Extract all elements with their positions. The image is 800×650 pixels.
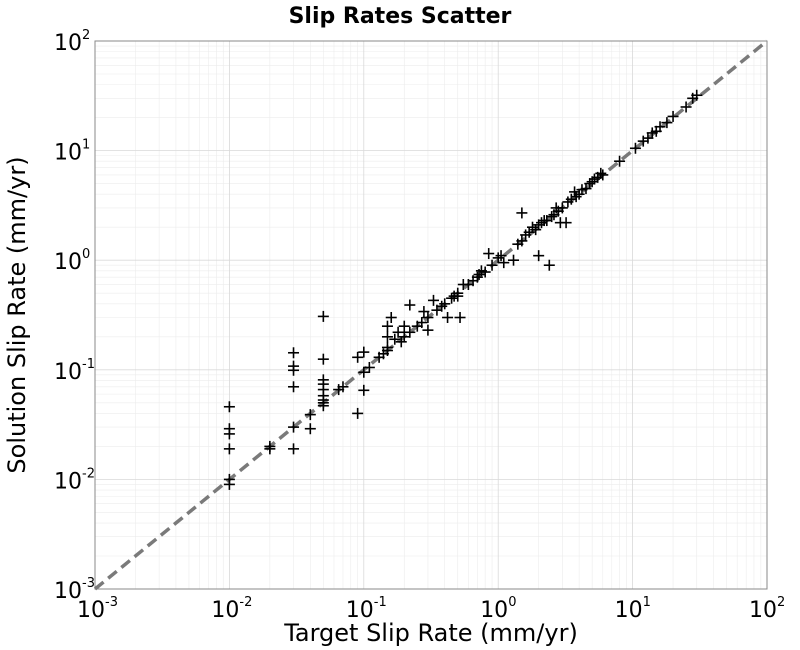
data-point bbox=[398, 331, 410, 343]
data-point bbox=[358, 384, 370, 396]
data-point bbox=[363, 361, 375, 373]
data-point bbox=[597, 169, 609, 181]
data-point bbox=[483, 248, 495, 260]
data-point bbox=[392, 326, 404, 338]
chart-title: Slip Rates Scatter bbox=[289, 4, 512, 29]
data-point bbox=[492, 252, 504, 264]
data-point bbox=[317, 310, 329, 322]
data-point bbox=[584, 178, 596, 190]
data-point bbox=[573, 188, 585, 200]
y-tick-label: 10-2 bbox=[54, 466, 95, 494]
data-point bbox=[446, 292, 458, 304]
y-tick-label: 10-3 bbox=[54, 576, 95, 604]
data-point bbox=[358, 366, 370, 378]
data-point bbox=[556, 202, 568, 214]
x-tick-label: 102 bbox=[749, 595, 785, 623]
x-axis-label: Target Slip Rate (mm/yr) bbox=[283, 619, 578, 647]
data-point bbox=[223, 428, 235, 440]
data-points bbox=[223, 89, 703, 490]
data-point bbox=[486, 259, 498, 271]
y-tick-labels: 10-3 10-2 10-1 100 101 102 bbox=[54, 28, 95, 604]
y-tick-label: 101 bbox=[54, 138, 90, 166]
data-point bbox=[223, 443, 235, 455]
data-point bbox=[667, 110, 679, 122]
data-point bbox=[223, 478, 235, 490]
data-point bbox=[586, 176, 598, 188]
data-point bbox=[418, 306, 430, 318]
data-point bbox=[288, 347, 300, 359]
data-point bbox=[471, 271, 483, 283]
data-point bbox=[381, 320, 393, 332]
data-point bbox=[288, 381, 300, 393]
y-tick-label: 102 bbox=[54, 28, 90, 56]
data-point bbox=[543, 259, 555, 271]
data-point bbox=[629, 142, 641, 154]
data-point bbox=[495, 250, 507, 262]
data-point bbox=[442, 312, 454, 324]
data-point bbox=[304, 423, 316, 435]
y-axis-label: Solution Slip Rate (mm/yr) bbox=[3, 156, 31, 473]
data-point bbox=[516, 207, 528, 219]
data-point bbox=[381, 345, 393, 357]
y-tick-label: 100 bbox=[54, 247, 90, 275]
data-point bbox=[288, 443, 300, 455]
data-point bbox=[398, 320, 410, 332]
x-tick-label: 100 bbox=[480, 595, 516, 623]
data-point bbox=[680, 101, 692, 113]
data-point bbox=[569, 186, 581, 198]
data-point bbox=[288, 364, 300, 376]
data-point bbox=[536, 217, 548, 229]
data-point bbox=[516, 235, 528, 247]
x-tick-label: 10-1 bbox=[346, 595, 387, 623]
data-point bbox=[533, 219, 545, 231]
data-point bbox=[654, 121, 666, 133]
data-point bbox=[288, 421, 300, 433]
data-point bbox=[317, 400, 329, 412]
data-point bbox=[358, 346, 370, 358]
data-point bbox=[223, 401, 235, 413]
data-point bbox=[389, 333, 401, 345]
x-tick-label: 10-3 bbox=[77, 595, 118, 623]
data-point bbox=[352, 407, 364, 419]
data-point bbox=[614, 155, 626, 167]
y-tick-label: 10-1 bbox=[54, 357, 95, 385]
data-point bbox=[533, 250, 545, 262]
data-point bbox=[479, 266, 491, 278]
x-tick-labels: 10-3 10-2 10-1 100 101 102 bbox=[77, 595, 785, 623]
data-point bbox=[381, 331, 393, 343]
data-point bbox=[385, 312, 397, 324]
data-point bbox=[416, 317, 428, 329]
data-point bbox=[439, 298, 451, 310]
data-point bbox=[352, 351, 364, 363]
grid bbox=[94, 40, 768, 590]
data-point bbox=[595, 167, 607, 179]
data-point bbox=[498, 257, 510, 269]
data-point bbox=[404, 299, 416, 311]
data-point bbox=[422, 324, 434, 336]
data-point bbox=[264, 443, 276, 455]
x-tick-label: 10-2 bbox=[211, 595, 252, 623]
data-point bbox=[560, 217, 572, 229]
data-point bbox=[404, 326, 416, 338]
x-tick-label: 101 bbox=[615, 595, 651, 623]
data-point bbox=[546, 211, 558, 223]
data-point bbox=[691, 89, 703, 101]
data-point bbox=[337, 381, 349, 393]
data-point bbox=[304, 409, 316, 421]
data-point bbox=[661, 117, 673, 129]
data-point bbox=[508, 254, 520, 266]
data-point bbox=[452, 290, 464, 302]
data-point bbox=[317, 353, 329, 365]
data-point bbox=[427, 294, 439, 306]
data-point bbox=[565, 193, 577, 205]
data-point bbox=[454, 312, 466, 324]
plot-frame bbox=[94, 40, 768, 590]
data-point bbox=[422, 312, 434, 324]
